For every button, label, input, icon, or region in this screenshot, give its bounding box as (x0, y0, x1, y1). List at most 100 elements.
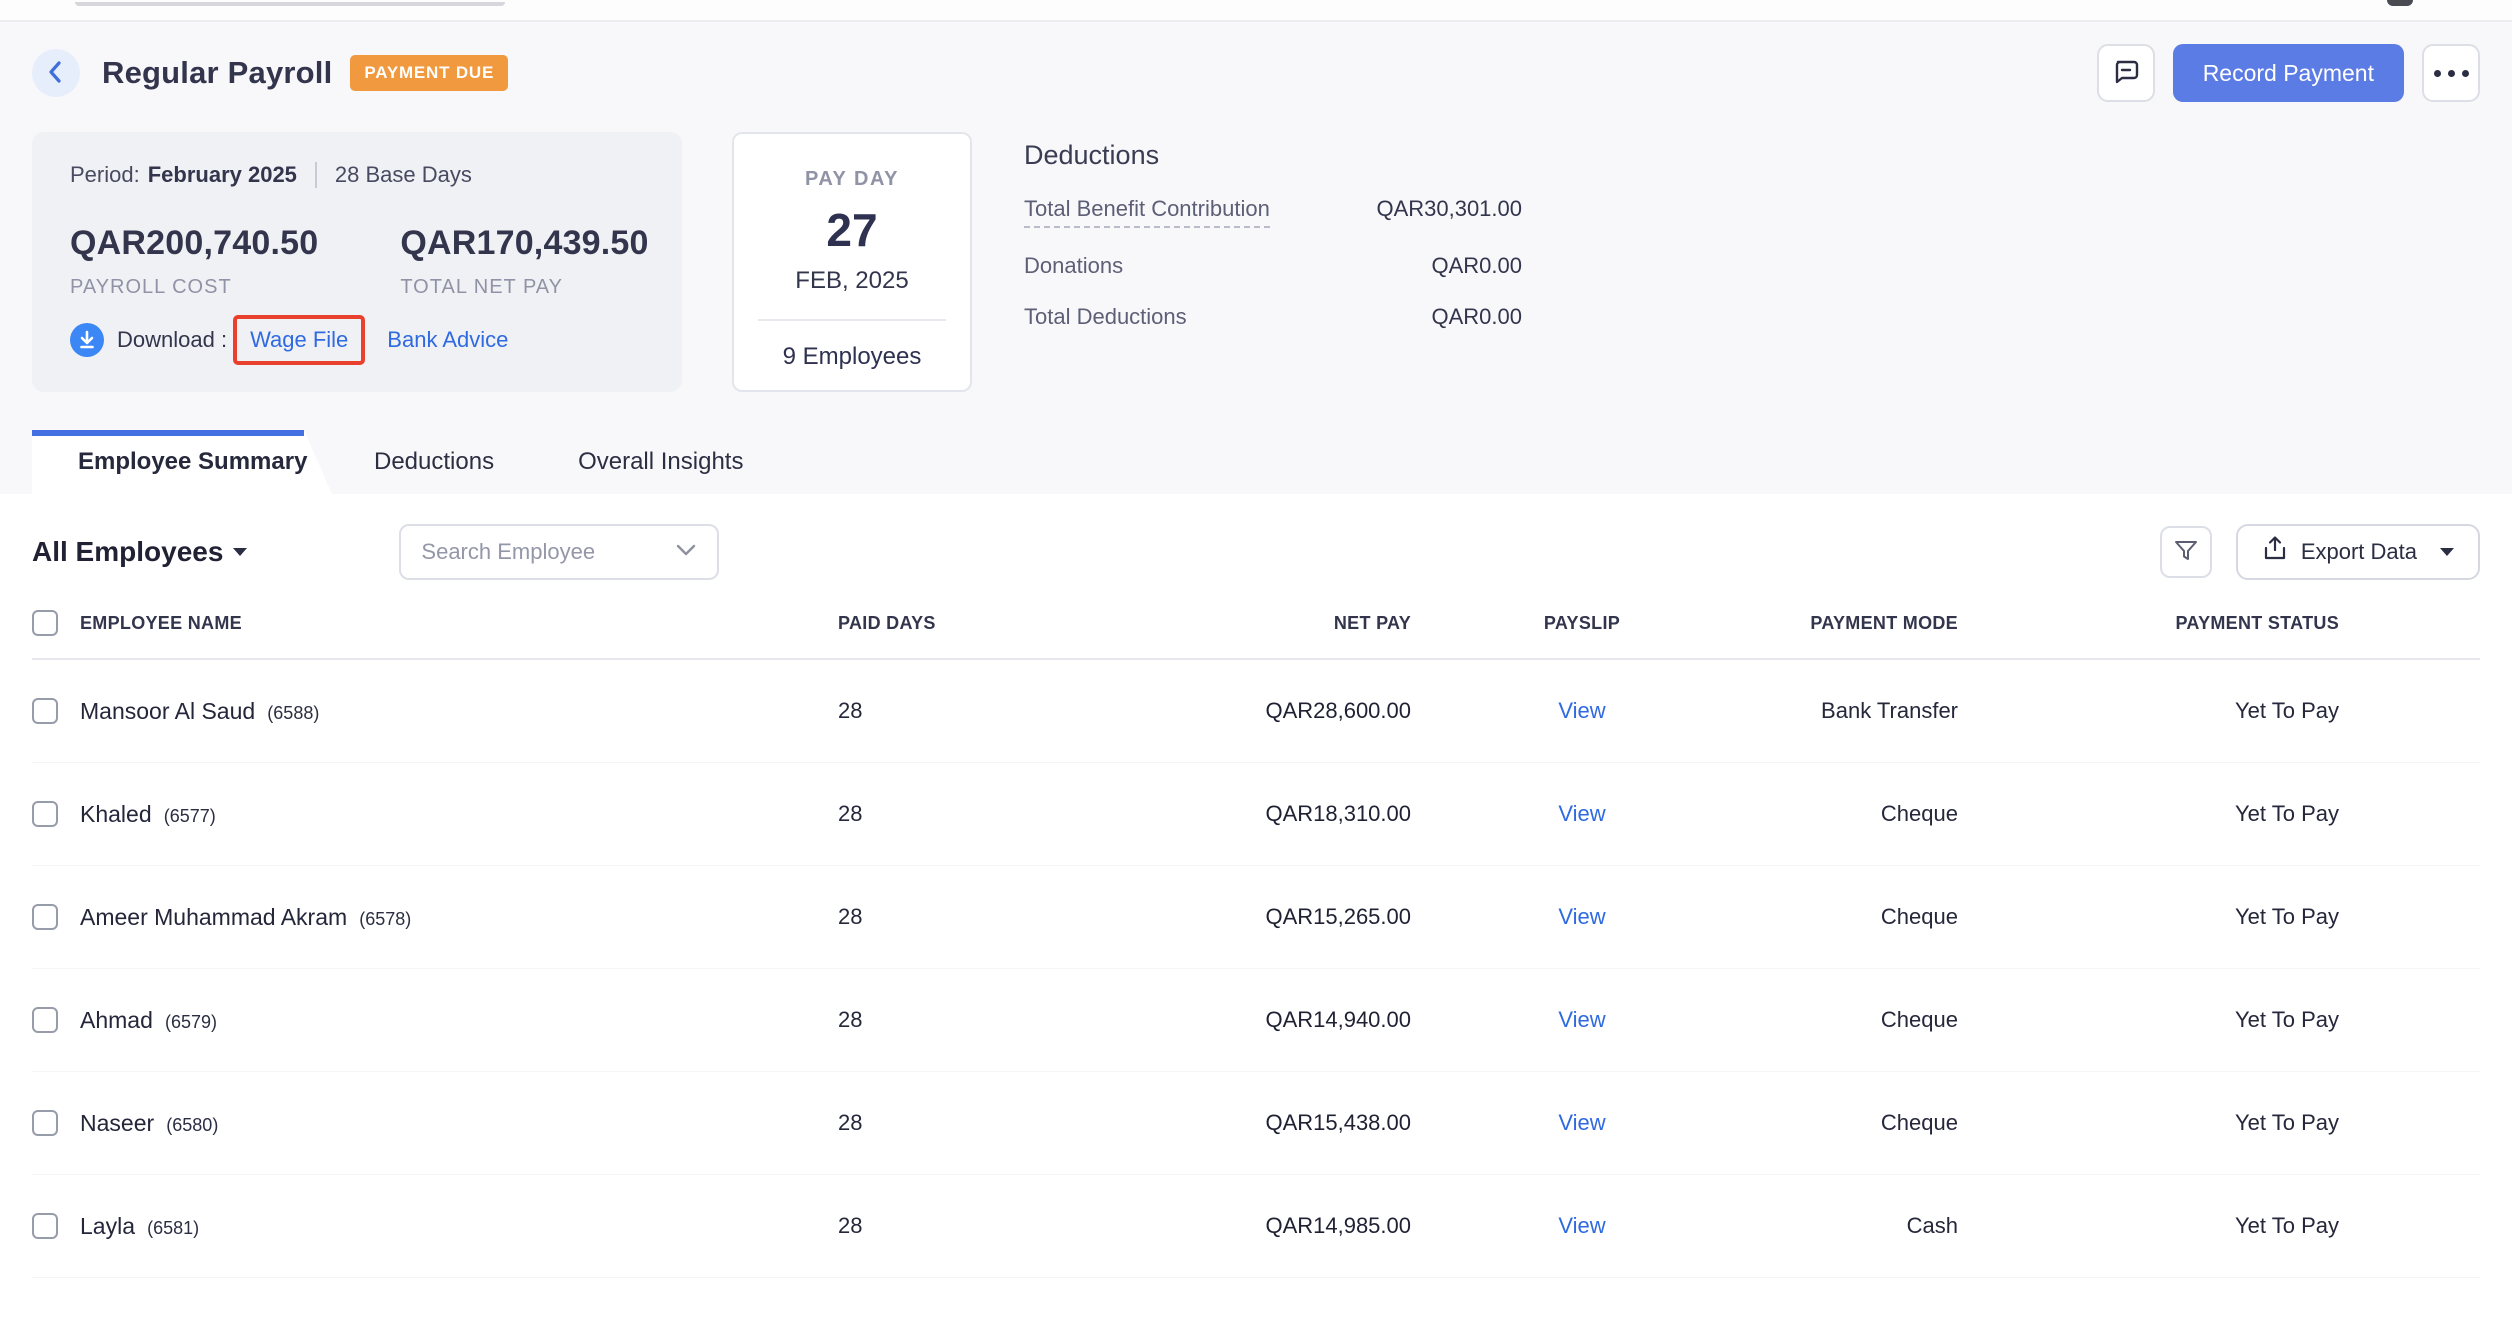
net-pay: QAR15,265.00 (1265, 904, 1411, 929)
payroll-cost-value: QAR200,740.50 (70, 224, 319, 262)
page-header: Regular Payroll PAYMENT DUE Record Payme… (32, 22, 2480, 120)
view-payslip-link[interactable]: View (1558, 1213, 1606, 1238)
col-payment-status: PAYMENT STATUS (2175, 612, 2339, 633)
table-controls: All Employees Search Employee Expor (32, 524, 2480, 580)
employee-name[interactable]: Naseer (80, 1109, 155, 1136)
payday-day: 27 (826, 204, 878, 256)
tab-employee-summary[interactable]: Employee Summary (32, 430, 332, 494)
payday-employee-count: 9 Employees (782, 343, 922, 370)
payment-mode: Cheque (1880, 801, 1958, 826)
deduction-row: Total Deductions QAR0.00 (1024, 304, 1522, 330)
col-paid-days: PAID DAYS (838, 612, 936, 633)
payment-mode: Cheque (1880, 1007, 1958, 1032)
payroll-cost-block: QAR200,740.50 PAYROLL COST (70, 224, 318, 299)
page-title: Regular Payroll (102, 55, 333, 90)
export-data-button[interactable]: Export Data (2235, 524, 2480, 580)
employee-filter-dropdown[interactable]: All Employees (32, 536, 248, 568)
paid-days: 28 (838, 1213, 863, 1238)
select-all-checkbox[interactable] (32, 610, 58, 636)
payment-status: Yet To Pay (2235, 1110, 2339, 1135)
deductions-title: Deductions (1024, 140, 1160, 170)
net-pay: QAR14,985.00 (1265, 1213, 1411, 1238)
search-employee-placeholder: Search Employee (421, 539, 596, 564)
download-row: Download : Wage File Bank Advice (70, 315, 644, 365)
payday-card: PAY DAY 27 FEB, 2025 9 Employees (732, 132, 972, 392)
chevron-down-icon (675, 543, 697, 562)
row-checkbox[interactable] (32, 1213, 58, 1239)
view-payslip-link[interactable]: View (1558, 801, 1606, 826)
payment-status: Yet To Pay (2235, 904, 2339, 929)
payment-status: Yet To Pay (2235, 1213, 2339, 1238)
payment-due-badge: PAYMENT DUE (350, 55, 509, 91)
employee-name[interactable]: Mansoor Al Saud (80, 697, 256, 724)
employee-name[interactable]: Ameer Muhammad Akram (80, 903, 348, 930)
table-row: Ahmad (6579) 28 QAR14,940.00 View Cheque… (32, 969, 2480, 1072)
total-deductions-label: Total Deductions (1024, 304, 1187, 329)
view-payslip-link[interactable]: View (1558, 698, 1606, 723)
payment-status: Yet To Pay (2235, 801, 2339, 826)
back-button[interactable] (32, 49, 80, 97)
col-payslip: PAYSLIP (1543, 612, 1621, 633)
filter-button[interactable] (2159, 526, 2212, 578)
table-row: Mansoor Al Saud (6588) 28 QAR28,600.00 V… (32, 660, 2480, 763)
view-payslip-link[interactable]: View (1558, 904, 1606, 929)
payment-mode: Cheque (1880, 904, 1958, 929)
employee-name[interactable]: Khaled (80, 800, 152, 827)
net-pay: QAR28,600.00 (1265, 698, 1411, 723)
row-checkbox[interactable] (32, 1007, 58, 1033)
funnel-icon (2173, 538, 2199, 567)
net-pay: QAR14,940.00 (1265, 1007, 1411, 1032)
download-icon (70, 323, 104, 357)
table-row: Ameer Muhammad Akram (6578) 28 QAR15,265… (32, 866, 2480, 969)
payment-mode: Cash (1906, 1213, 1958, 1238)
payday-label: PAY DAY (805, 168, 899, 190)
employee-id: (6577) (163, 805, 216, 826)
table-row: Naseer (6580) 28 QAR15,438.00 View Chequ… (32, 1072, 2480, 1175)
more-options-button[interactable] (2422, 44, 2480, 102)
table-body: Mansoor Al Saud (6588) 28 QAR28,600.00 V… (32, 660, 2480, 1278)
caret-down-icon (2440, 548, 2454, 556)
search-employee-select[interactable]: Search Employee (399, 524, 720, 580)
total-deductions-value: QAR0.00 (1431, 304, 1523, 329)
row-checkbox[interactable] (32, 698, 58, 724)
employee-name[interactable]: Layla (80, 1212, 135, 1239)
row-checkbox[interactable] (32, 904, 58, 930)
employee-id: (6579) (165, 1011, 218, 1032)
view-payslip-link[interactable]: View (1558, 1007, 1606, 1032)
comments-button[interactable] (2096, 44, 2155, 102)
paid-days: 28 (838, 1110, 863, 1135)
download-label: Download : (117, 327, 228, 352)
row-checkbox[interactable] (32, 1110, 58, 1136)
deduction-row: Total Benefit Contribution QAR30,301.00 (1024, 196, 1522, 228)
tab-label: Employee Summary (78, 448, 308, 475)
browser-searchbar-edge (75, 2, 505, 6)
donations-value: QAR0.00 (1431, 253, 1523, 278)
record-payment-button[interactable]: Record Payment (2172, 44, 2404, 102)
payday-divider (758, 319, 946, 321)
row-checkbox[interactable] (32, 801, 58, 827)
table-row: Layla (6581) 28 QAR14,985.00 View Cash Y… (32, 1175, 2480, 1278)
table-row: Khaled (6577) 28 QAR18,310.00 View Chequ… (32, 763, 2480, 866)
vertical-divider (314, 162, 317, 188)
payment-mode: Bank Transfer (1821, 698, 1958, 723)
caret-down-icon (233, 548, 248, 556)
period-line: Period: February 2025 28 Base Days (70, 160, 644, 190)
wage-file-link[interactable]: Wage File (250, 327, 349, 352)
tab-overall-insights[interactable]: Overall Insights (578, 448, 744, 475)
export-icon (2262, 535, 2288, 569)
summary-section: Period: February 2025 28 Base Days QAR20… (32, 120, 2480, 392)
employee-id: (6581) (147, 1217, 200, 1238)
deduction-row: Donations QAR0.00 (1024, 253, 1522, 279)
top-strip (0, 0, 2512, 22)
paid-days: 28 (838, 801, 863, 826)
net-pay: QAR15,438.00 (1265, 1110, 1411, 1135)
view-payslip-link[interactable]: View (1558, 1110, 1606, 1135)
total-benefit-contribution-label[interactable]: Total Benefit Contribution (1024, 196, 1270, 228)
paid-days: 28 (838, 698, 863, 723)
bank-advice-link[interactable]: Bank Advice (387, 327, 509, 352)
payroll-cost-label: PAYROLL COST (70, 276, 232, 298)
net-pay: QAR18,310.00 (1265, 801, 1411, 826)
employee-name[interactable]: Ahmad (80, 1006, 153, 1033)
header-actions: Record Payment (2096, 44, 2480, 102)
tab-deductions[interactable]: Deductions (374, 448, 495, 475)
